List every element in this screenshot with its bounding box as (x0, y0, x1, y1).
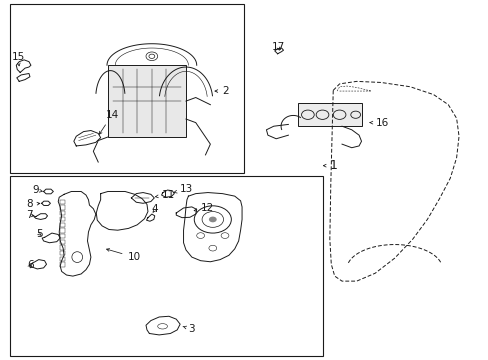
Bar (60, 257, 64, 261)
Text: 17: 17 (271, 42, 284, 51)
Text: 4: 4 (152, 204, 158, 215)
Text: 15: 15 (11, 52, 24, 66)
Bar (60, 222, 64, 227)
Bar (60, 262, 64, 267)
Text: 8: 8 (26, 199, 40, 210)
Circle shape (208, 217, 216, 222)
Bar (60, 246, 64, 250)
Bar (60, 228, 64, 233)
Text: 5: 5 (36, 229, 42, 239)
Text: 16: 16 (369, 118, 388, 128)
Text: 13: 13 (174, 184, 193, 194)
Text: 1: 1 (323, 159, 337, 172)
Text: 3: 3 (183, 324, 195, 334)
FancyBboxPatch shape (298, 103, 361, 126)
Bar (60, 206, 64, 210)
Bar (60, 240, 64, 244)
Bar (10, 176, 322, 356)
Text: 7: 7 (26, 210, 34, 220)
Text: 9: 9 (32, 185, 42, 195)
Bar (60, 200, 64, 204)
Text: 10: 10 (106, 249, 141, 262)
Bar (60, 251, 64, 255)
Bar (60, 211, 64, 215)
Text: 11: 11 (155, 190, 175, 200)
Bar (10, 4, 244, 173)
Text: 12: 12 (194, 203, 213, 213)
Text: 2: 2 (215, 86, 229, 96)
FancyBboxPatch shape (108, 65, 185, 137)
Bar (60, 234, 64, 238)
Text: 6: 6 (27, 260, 34, 270)
Bar (60, 217, 64, 221)
Text: 14: 14 (99, 110, 119, 134)
